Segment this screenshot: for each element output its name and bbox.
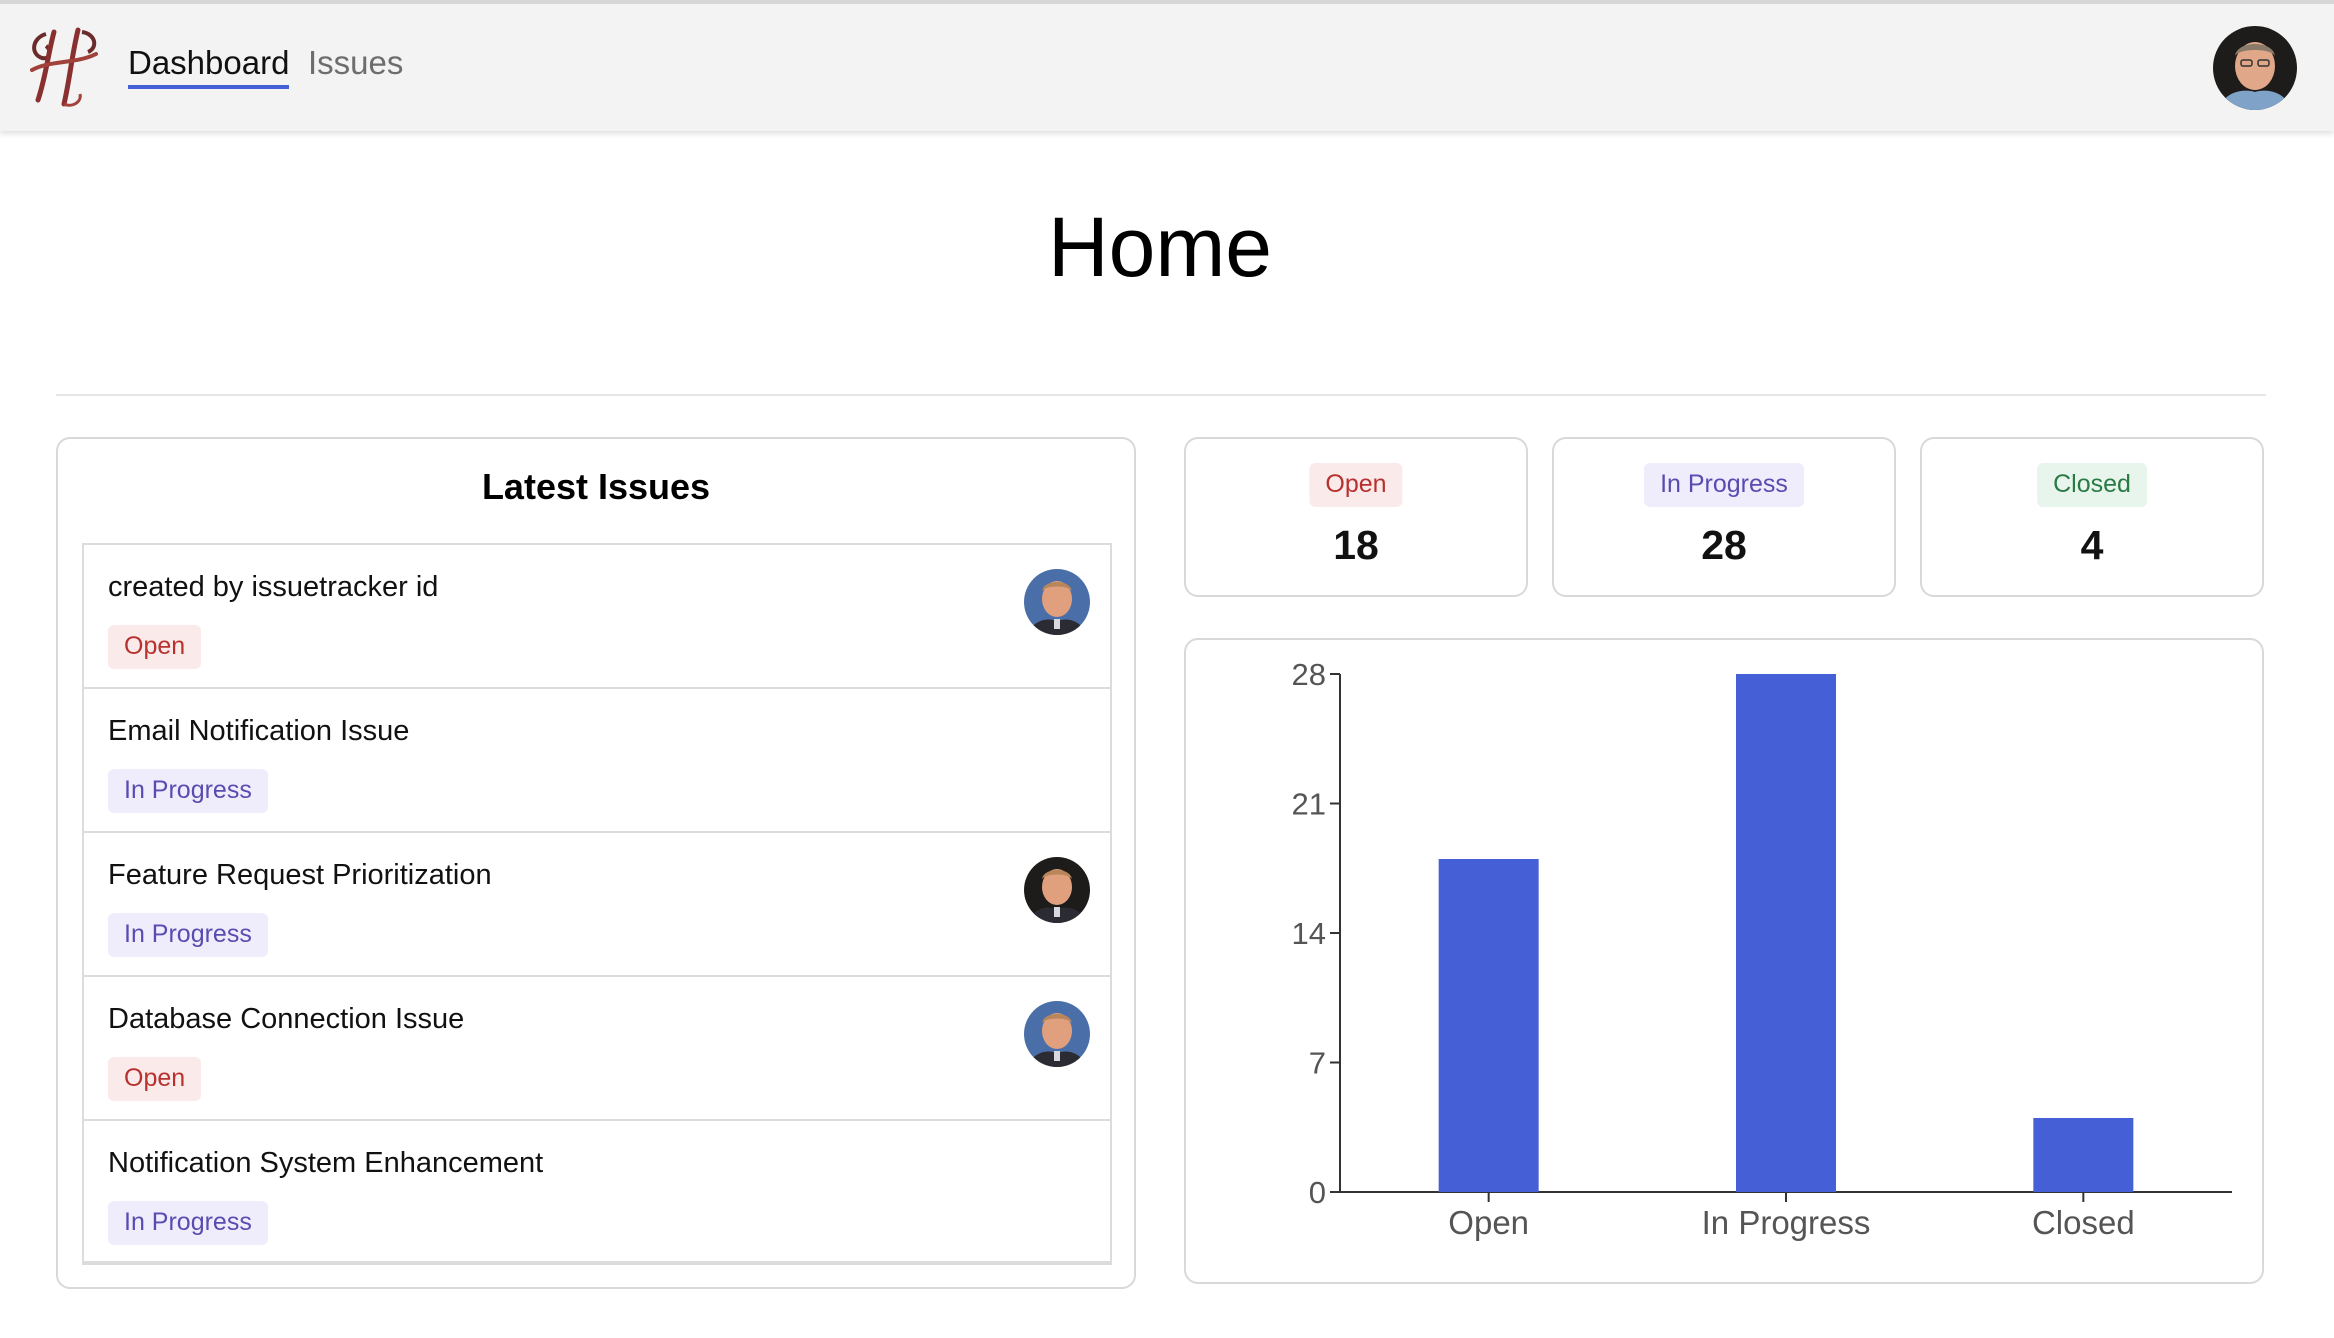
issue-row[interactable]: Database Connection Issue Open bbox=[84, 977, 1110, 1121]
y-tick-label: 14 bbox=[1292, 916, 1326, 951]
issue-status-badge: In Progress bbox=[108, 1201, 268, 1245]
nav-link-issues[interactable]: Issues bbox=[308, 44, 404, 81]
issue-status-badge: Open bbox=[108, 1057, 202, 1101]
assignee-avatar bbox=[1024, 569, 1090, 635]
issue-status-badge: In Progress bbox=[108, 769, 268, 813]
stat-count-open: 18 bbox=[1333, 522, 1379, 568]
nav-link-dashboard[interactable]: Dashboard bbox=[128, 46, 290, 89]
stat-card-closed[interactable]: Closed 4 bbox=[1920, 437, 2264, 597]
issue-row[interactable]: Email Notification Issue In Progress bbox=[84, 689, 1110, 833]
stat-card-open[interactable]: Open 18 bbox=[1184, 437, 1528, 597]
assignee-avatar bbox=[1024, 1001, 1090, 1067]
x-tick-label: Closed bbox=[2032, 1204, 2135, 1241]
issue-title[interactable]: Notification System Enhancement bbox=[108, 1147, 544, 1179]
assignee-avatar bbox=[1024, 857, 1090, 923]
x-tick-label: In Progress bbox=[1702, 1204, 1871, 1241]
issue-row[interactable]: Notification System Enhancement In Progr… bbox=[84, 1121, 1110, 1263]
bar-closed[interactable] bbox=[2033, 1118, 2134, 1192]
stat-count-in-progress: 28 bbox=[1701, 522, 1747, 568]
y-tick-label: 28 bbox=[1292, 657, 1326, 692]
issue-status-badge: In Progress bbox=[108, 913, 268, 957]
stat-count-closed: 4 bbox=[2080, 522, 2104, 568]
y-tick-label: 7 bbox=[1309, 1046, 1326, 1081]
user-avatar[interactable] bbox=[2213, 26, 2297, 110]
bar-open[interactable] bbox=[1438, 859, 1539, 1192]
stat-card-in-progress[interactable]: In Progress 28 bbox=[1552, 437, 1896, 597]
latest-issues-title: Latest Issues bbox=[481, 466, 711, 507]
issue-list: created by issuetracker id Open Email No… bbox=[82, 543, 1112, 1265]
page-divider bbox=[56, 394, 2266, 396]
x-tick-label: Open bbox=[1448, 1204, 1529, 1241]
issuetracker-logo-icon[interactable] bbox=[24, 24, 104, 110]
issue-status-bar-chart: 0 7 14 21 28 Open In Progress Closed bbox=[1292, 657, 2232, 1241]
bar-in-progress[interactable] bbox=[1736, 674, 1836, 1192]
top-navbar: Dashboard Issues bbox=[0, 0, 2334, 131]
page-title: Home bbox=[1047, 200, 1273, 294]
issue-status-badge: Open bbox=[108, 625, 202, 669]
issue-title[interactable]: Database Connection Issue bbox=[108, 1003, 465, 1035]
latest-issues-panel: Latest Issues created by issuetracker id… bbox=[56, 437, 1136, 1289]
issue-row[interactable]: created by issuetracker id Open bbox=[84, 545, 1110, 689]
stat-badge-in-progress: In Progress bbox=[1644, 463, 1804, 507]
issue-title[interactable]: Feature Request Prioritization bbox=[108, 859, 492, 891]
y-tick-label: 0 bbox=[1309, 1175, 1326, 1210]
issue-title[interactable]: Email Notification Issue bbox=[108, 715, 410, 747]
issue-title[interactable]: created by issuetracker id bbox=[108, 571, 439, 603]
stat-badge-closed: Closed bbox=[2037, 463, 2147, 507]
stat-badge-open: Open bbox=[1309, 463, 1403, 507]
issue-row[interactable]: Feature Request Prioritization In Progre… bbox=[84, 833, 1110, 977]
y-tick-label: 21 bbox=[1292, 787, 1326, 822]
issue-status-chart-card: 0 7 14 21 28 Open In Progress Closed bbox=[1184, 638, 2264, 1284]
